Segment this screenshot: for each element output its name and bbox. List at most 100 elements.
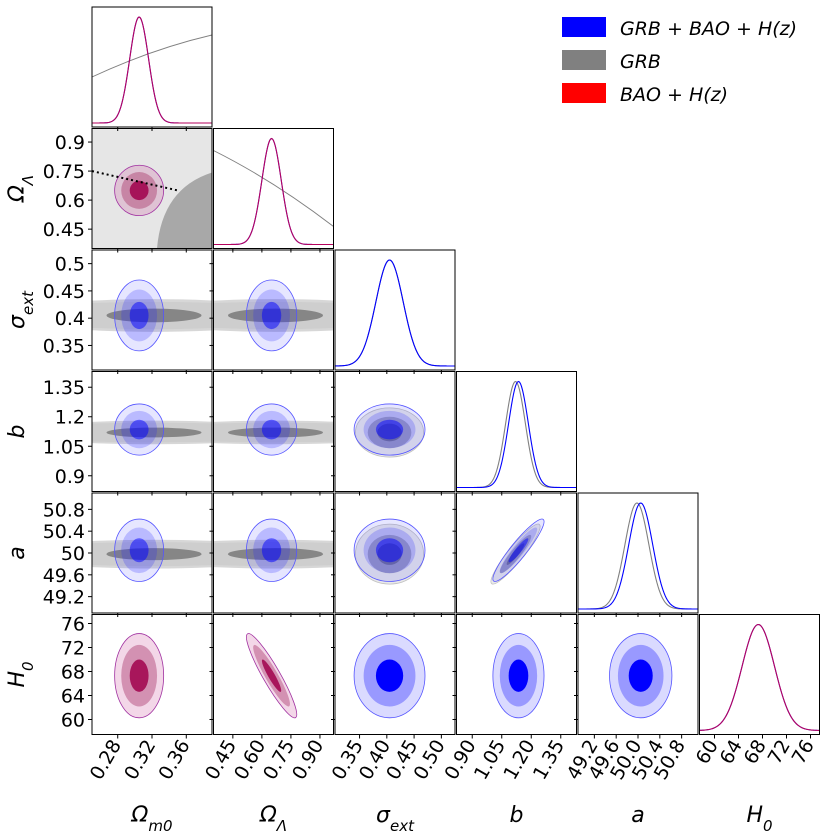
contour-1sigma — [129, 538, 149, 563]
xlabel-sub: Λ — [276, 817, 287, 831]
ylabel-sub: ext — [19, 290, 37, 315]
ytick-label-sig: 0.45 — [43, 281, 85, 303]
ylabel-H0: H0 — [5, 661, 37, 687]
panel-Om-a — [92, 518, 212, 582]
frame-OL-b — [213, 371, 334, 492]
ylabel-sub: Λ — [19, 175, 37, 186]
frame-b-b — [456, 371, 577, 492]
contour-1sigma — [628, 659, 653, 692]
xtick-label-b: 0.90 — [440, 736, 480, 784]
ytick-label-a: 49.6 — [43, 565, 85, 587]
panel-sig-H0 — [353, 633, 426, 719]
legend-swatch-grb — [562, 50, 606, 70]
contour-1sigma — [129, 301, 149, 330]
ytick-label-a: 50.8 — [43, 499, 85, 521]
ytick-label-OL: 0.6 — [55, 190, 85, 212]
curve-combined-OL — [213, 137, 334, 246]
ylabel-OL: ΩΛ — [5, 175, 37, 203]
xlabel-sig: σext — [376, 803, 415, 831]
curve-grb-Om — [92, 34, 212, 78]
frame-OL-sig — [213, 249, 334, 371]
panel-a-a — [578, 502, 698, 610]
panel-OL-OL — [213, 137, 334, 246]
ylabel-main: H — [5, 671, 30, 688]
xlabel-sub: ext — [390, 817, 415, 831]
curve-combined-a — [578, 502, 698, 610]
contour-1sigma — [261, 538, 282, 563]
contour-1sigma — [375, 538, 404, 563]
xtick-label-OL: 0.90 — [288, 736, 328, 784]
xtick-label-H0: 76 — [788, 736, 819, 768]
contour-1sigma — [508, 659, 529, 692]
frame-sig-b — [334, 371, 456, 492]
curve-bao-H0 — [699, 623, 820, 731]
contour-1sigma — [129, 419, 149, 440]
panel-OL-sig — [213, 279, 334, 352]
panel-OL-a — [213, 518, 334, 582]
panel-b-b — [456, 380, 577, 489]
contour-1sigma — [129, 659, 149, 692]
xlabel-sub: m0 — [148, 817, 172, 831]
contour-1sigma — [375, 659, 404, 692]
curve-combined-b — [456, 380, 577, 489]
contour-1sigma — [375, 419, 404, 440]
ytick-label-a: 49.2 — [43, 587, 85, 609]
curve-bao-Om — [92, 16, 212, 124]
legend-label-bao: BAO + H(z) — [620, 84, 728, 106]
ytick-label-b: 0.9 — [55, 466, 85, 488]
curve-combined-H0 — [699, 623, 820, 731]
curve-combined-Om — [92, 16, 212, 124]
panel-b-H0 — [492, 633, 545, 719]
panel-Om-OL — [92, 128, 212, 249]
frame-a-a — [577, 492, 699, 614]
xlabel-main: a — [631, 803, 644, 828]
frame-H0-H0 — [699, 614, 820, 735]
frame-OL-OL — [213, 128, 334, 249]
xlabel-main: Ω — [259, 803, 277, 828]
xtick-label-b: 1.05 — [470, 736, 510, 784]
panel-Om-sig — [92, 279, 212, 352]
panel-sig-a — [353, 518, 426, 585]
legend: GRB + BAO + H(z) GRB BAO + H(z) — [562, 17, 797, 106]
xlabel-a: a — [631, 803, 644, 828]
panel-OL-b — [213, 403, 334, 456]
curve-grb-a — [578, 502, 698, 610]
frame-sig-sig — [334, 249, 456, 371]
xtick-label-Om: 0.28 — [86, 736, 126, 784]
panel-b-a — [490, 518, 545, 585]
panels-layer — [92, 16, 820, 731]
panel-Om-b — [92, 403, 212, 456]
ytick-label-H0: 64 — [61, 686, 85, 708]
ylabel-sub: 0 — [19, 661, 37, 671]
curve-combined-sig — [335, 259, 455, 367]
frame-sig-H0 — [334, 614, 456, 735]
ytick-label-a: 50 — [61, 543, 85, 565]
ytick-label-sig: 0.35 — [43, 335, 85, 357]
panel-H0-H0 — [699, 623, 820, 731]
legend-label-grb: GRB — [620, 51, 661, 73]
contour-1sigma — [508, 538, 529, 563]
xlabel-b: b — [510, 803, 524, 828]
frames-layer — [91, 6, 820, 735]
frame-Om-Om — [91, 6, 213, 128]
xtick-label-Om: 0.36 — [154, 736, 194, 784]
ytick-label-OL: 0.9 — [55, 132, 85, 154]
contour-1sigma — [129, 180, 149, 201]
ylabel-main: b — [5, 425, 30, 439]
xlabel-main: b — [510, 803, 524, 828]
xtick-label-b: 1.20 — [499, 736, 539, 784]
contour-1sigma — [261, 419, 282, 440]
xtick-label-b: 1.35 — [529, 736, 569, 784]
xlabel-OL: ΩΛ — [259, 803, 287, 831]
ylabel-a: a — [5, 546, 30, 559]
ytick-label-H0: 68 — [61, 662, 85, 684]
xlabel-main: σ — [376, 803, 391, 828]
legend-swatch-combined — [562, 17, 606, 37]
ylabel-main: Ω — [5, 185, 30, 203]
legend-label-combined: GRB + BAO + H(z) — [620, 18, 797, 40]
ylabel-main: a — [5, 546, 30, 559]
panel-a-H0 — [609, 633, 673, 719]
xlabel-main: H — [746, 803, 763, 828]
